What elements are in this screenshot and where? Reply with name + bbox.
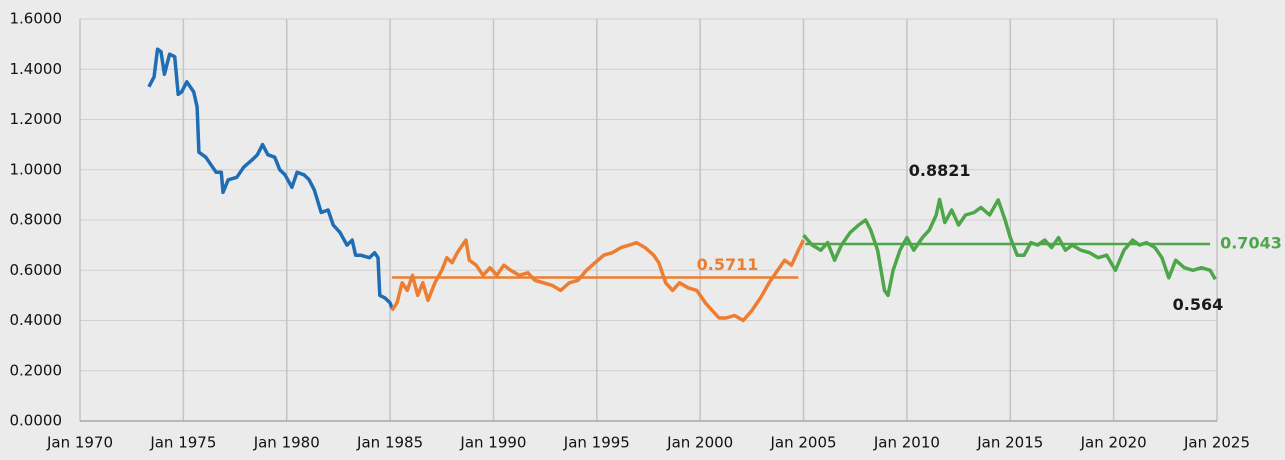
x-tick-label: Jan 1995 <box>563 434 630 452</box>
y-tick-label: 0.2000 <box>10 361 63 379</box>
annotation: 0.564 <box>1173 295 1224 314</box>
x-tick-label: Jan 2020 <box>1080 434 1147 452</box>
data-line <box>147 47 394 309</box>
y-tick-label: 0.6000 <box>10 261 63 279</box>
mean-label: 0.5711 <box>697 255 759 274</box>
y-tick-label: 1.0000 <box>10 160 63 178</box>
x-tick-label: Jan 1985 <box>356 434 423 452</box>
x-tick-label: Jan 1980 <box>253 434 320 452</box>
data-line <box>802 197 1217 298</box>
data-line <box>390 238 806 323</box>
x-tick-label: Jan 2010 <box>873 434 940 452</box>
y-tick-label: 0.0000 <box>10 412 63 430</box>
y-tick-label: 0.4000 <box>10 311 63 329</box>
x-tick-label: Jan 1970 <box>46 434 113 452</box>
annotation: 0.8821 <box>909 161 971 180</box>
y-tick-label: 1.2000 <box>10 110 63 128</box>
x-tick-label: Jan 1975 <box>149 434 216 452</box>
x-tick-label: Jan 2005 <box>770 434 837 452</box>
y-tick-label: 0.8000 <box>10 211 63 229</box>
y-tick-label: 1.6000 <box>10 10 63 28</box>
mean-label: 0.7043 <box>1220 234 1282 253</box>
y-tick-label: 1.4000 <box>10 60 63 78</box>
x-tick-label: Jan 2025 <box>1183 434 1250 452</box>
x-tick-label: Jan 2000 <box>666 434 733 452</box>
x-tick-label: Jan 1990 <box>459 434 526 452</box>
x-tick-label: Jan 2015 <box>976 434 1043 452</box>
